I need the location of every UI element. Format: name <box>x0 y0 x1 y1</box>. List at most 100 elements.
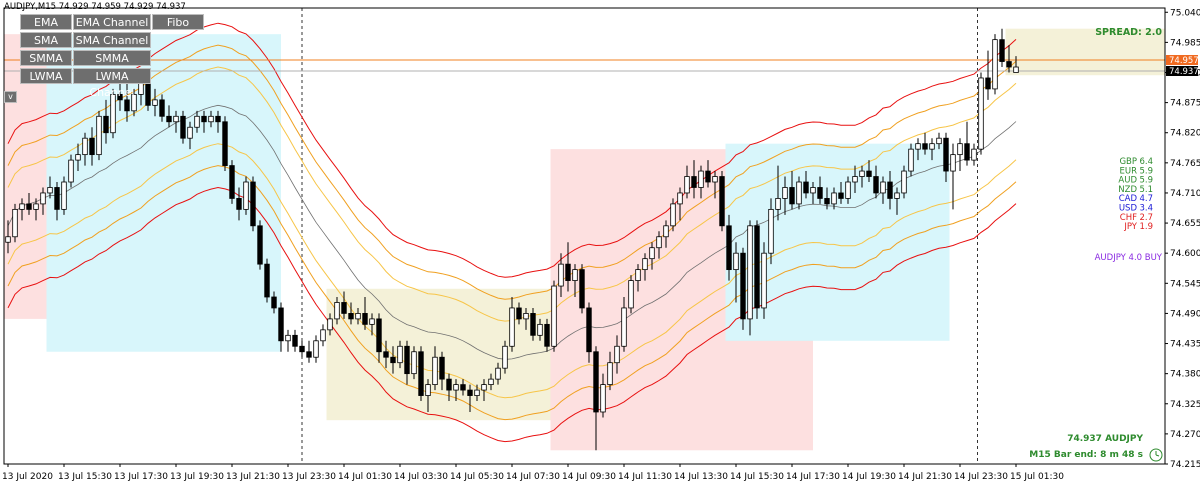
candle <box>579 264 585 314</box>
smma-channel-button[interactable]: SMMA Channel <box>73 50 151 81</box>
fibo-button[interactable]: Fibo <box>152 14 204 30</box>
candle-body <box>117 93 123 101</box>
candle-body <box>166 115 172 123</box>
strength-currency: CAD <box>1119 194 1138 204</box>
candle-body <box>964 143 970 161</box>
candle <box>82 132 88 166</box>
y-tick-label: 74.710 <box>1170 189 1200 199</box>
candle <box>880 176 886 204</box>
candle-body <box>355 313 361 320</box>
candle <box>705 160 711 188</box>
candle-body <box>131 93 137 112</box>
lwma-channel-button[interactable]: LWMA Channel <box>73 68 151 99</box>
candle <box>677 187 683 221</box>
candle-body <box>992 39 998 90</box>
x-tick-label: 14 Jul 15:30 <box>730 472 784 482</box>
candle-body <box>929 143 935 150</box>
candle <box>61 176 67 215</box>
candle-body <box>33 203 39 210</box>
candle-body <box>285 334 291 342</box>
session-box-blue <box>46 34 281 352</box>
price-tags: 74.957 74.937 <box>1166 55 1199 77</box>
candle <box>474 384 480 402</box>
collapse-toggle[interactable]: v <box>4 91 17 103</box>
candle-body <box>243 181 249 210</box>
ask-price-tag <box>1166 55 1198 65</box>
candle <box>306 340 312 363</box>
candle <box>544 318 550 352</box>
candle-body <box>656 236 662 249</box>
candle <box>341 291 347 319</box>
candle <box>194 110 200 133</box>
lwma-button[interactable]: LWMA <box>20 68 72 84</box>
candle-body <box>481 384 487 391</box>
candle <box>747 220 753 336</box>
strength-value: 5.1 <box>1139 185 1153 195</box>
candle <box>236 187 242 221</box>
candle <box>257 220 263 270</box>
candle-body <box>817 187 823 199</box>
candle <box>607 351 613 391</box>
smma-button[interactable]: SMMA <box>20 50 72 66</box>
candle <box>929 138 935 161</box>
ema-button[interactable]: EMA <box>20 14 72 30</box>
x-tick-label: 13 Jul 19:30 <box>170 472 224 482</box>
candle-body <box>453 384 459 391</box>
candle-body <box>579 269 585 309</box>
candle <box>761 242 767 319</box>
candle-body <box>628 280 634 309</box>
candle <box>19 198 25 221</box>
candle-body <box>845 181 851 199</box>
sma-button[interactable]: SMA <box>20 32 72 48</box>
candle-body <box>530 313 536 336</box>
candle-body <box>82 137 88 156</box>
strength-value: 5.9 <box>1139 176 1153 186</box>
candle <box>250 176 256 232</box>
candle <box>593 346 599 451</box>
candle <box>726 214 732 281</box>
x-tick-label: 14 Jul 19:30 <box>842 472 896 482</box>
candle-body <box>824 198 830 205</box>
candle <box>523 307 529 330</box>
sma-channel-button[interactable]: SMA Channel <box>73 32 151 48</box>
clock-icon <box>1149 448 1163 462</box>
candle <box>698 165 704 199</box>
candle-body <box>397 345 403 364</box>
symbol-info: AUDJPY,M15 74.929 74.959 74.929 74.937 <box>4 2 186 12</box>
candle <box>831 187 837 210</box>
candle <box>495 362 501 385</box>
candle <box>397 340 403 369</box>
channel-band-line <box>7 186 1017 443</box>
candle <box>530 307 536 341</box>
candles <box>3 7 1166 465</box>
candle <box>985 50 991 100</box>
candle <box>852 165 858 193</box>
candle <box>859 165 865 188</box>
candle-body <box>89 137 95 156</box>
x-tick-label: 14 Jul 09:30 <box>562 472 616 482</box>
x-axis: 13 Jul 2020 13 Jul 15:30 13 Jul 17:30 13 Ju… <box>2 464 1064 482</box>
candle <box>600 373 606 418</box>
x-tick-label: 13 Jul 17:30 <box>114 472 168 482</box>
candle <box>411 346 417 380</box>
candle <box>964 121 970 166</box>
candle-body <box>733 252 739 271</box>
candle <box>635 264 641 292</box>
candle <box>684 165 690 199</box>
candle-body <box>369 318 375 325</box>
candle <box>285 329 291 352</box>
candle <box>719 171 725 232</box>
candle <box>278 302 284 352</box>
candle-body <box>278 307 284 342</box>
strength-value: 4.7 <box>1139 194 1153 204</box>
candle-body <box>236 198 242 210</box>
channel-band-line <box>7 22 1017 278</box>
x-tick-label: 14 Jul 11:30 <box>618 472 672 482</box>
candle-body <box>523 313 529 320</box>
candle-body <box>404 345 410 375</box>
candle-body <box>292 334 298 347</box>
candle <box>131 88 137 117</box>
ema-channel-button[interactable]: EMA Channel <box>73 14 151 30</box>
